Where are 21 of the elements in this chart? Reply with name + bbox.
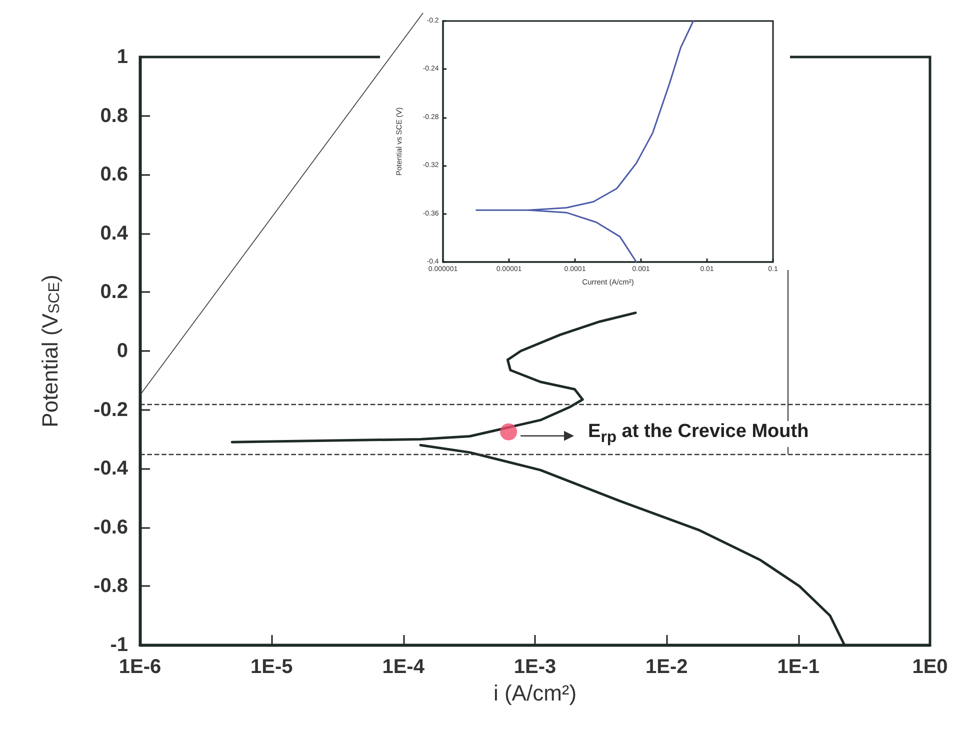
x-tick-label: 1E-4 [382, 656, 426, 678]
y-tick-label: -0.2 [94, 398, 128, 421]
y-tick-label: -0.4 [94, 458, 129, 480]
y-tick-label: 1 [116, 46, 128, 68]
y-tick-label: -1 [110, 634, 128, 656]
x-tick-label: 1E-5 [250, 656, 293, 678]
y-tick-label: 0.6 [100, 164, 128, 186]
x-axis-title: i (A/cm²) [493, 680, 577, 706]
x-tick-label: 1E-6 [118, 656, 162, 678]
annotation: E$_{rp}$ at the Crevice Mouth [586, 421, 811, 447]
y-tick-label: -0.6 [94, 516, 128, 538]
x-tick-label: 1E-2 [646, 656, 688, 678]
x-tick-label: 1E-3 [514, 656, 556, 678]
y-tick-label: 0 [116, 340, 128, 362]
y-tick-label: 0.8 [100, 104, 128, 127]
y-tick-label: -0.8 [94, 575, 128, 598]
x-tick-label: 1E-1 [777, 656, 820, 678]
y-axis-title: Potential (VSCE) [38, 274, 63, 428]
y-tick-label: 0.4 [100, 222, 129, 244]
x-tick-label: 1E0 [912, 656, 948, 678]
y-tick-label: 0.2 [100, 281, 128, 304]
